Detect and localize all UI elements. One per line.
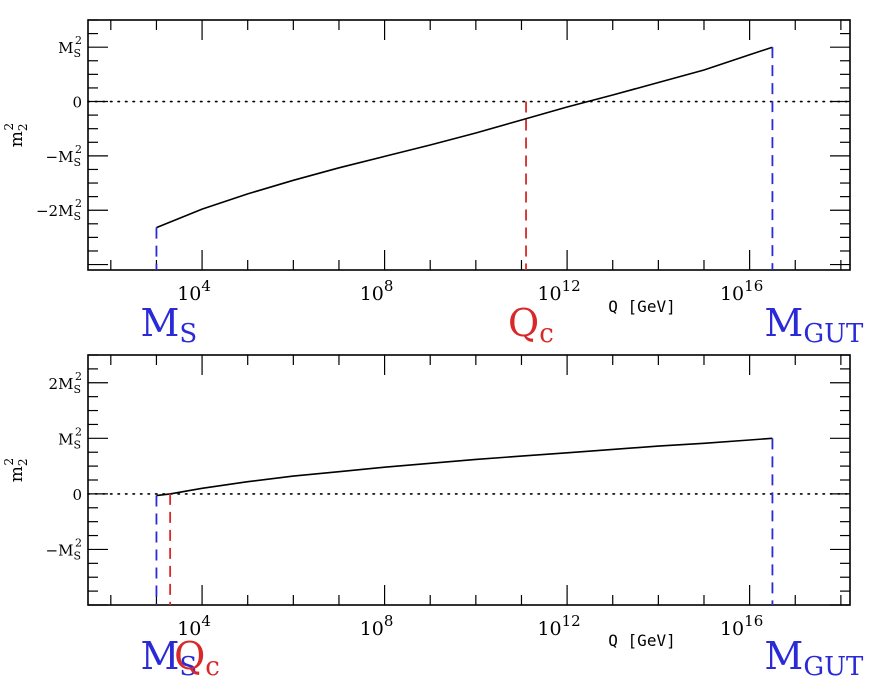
x-tick-label: 1012: [537, 277, 580, 305]
marker-label-m-gut: MGUT: [764, 301, 864, 349]
series-line: [156, 437, 773, 497]
y-tick-label: 0: [72, 94, 82, 112]
y-tick-label: MS2: [58, 34, 82, 60]
x-axis-label: Q [GeV]: [608, 631, 675, 650]
marker-label-m-s: MS: [140, 301, 197, 349]
series-line: [156, 46, 773, 229]
marker-label-m-s: MS: [140, 634, 197, 682]
y-tick-label: 2MS2: [49, 370, 82, 396]
x-tick-label: 104: [177, 277, 211, 305]
x-axis-label: Q [GeV]: [608, 297, 675, 316]
x-tick-label: 108: [360, 277, 394, 305]
y-tick-label: −2MS2: [36, 197, 82, 223]
y-axis-label: m22: [2, 123, 30, 147]
x-tick-label: 1012: [537, 612, 580, 640]
y-axis-label: m22: [2, 458, 30, 482]
marker-label-q-c: Qc: [508, 301, 554, 349]
y-tick-label: −MS2: [46, 143, 82, 169]
x-tick-label: 108: [360, 612, 394, 640]
y-tick-label: −MS2: [46, 536, 82, 562]
plot-frame: [87, 354, 851, 606]
x-tick-label: 1016: [720, 612, 763, 640]
marker-label-q-c: Qc: [174, 634, 220, 682]
x-tick-label: 104: [177, 612, 211, 640]
bottom-panel: 104 108 1012 1016 Q [GeV] 2MS2 MS2 0 −MS2 m22 MSQc…: [2, 354, 864, 682]
y-tick-label: 0: [72, 486, 82, 504]
plot-frame: [87, 19, 851, 271]
top-panel: 104 108 1012 1016 Q [GeV] MS2 0 −MS2 −2MS2 m22 MS Q…: [2, 19, 864, 349]
y-tick-label: MS2: [58, 425, 82, 451]
marker-label-m-gut: MGUT: [764, 634, 864, 682]
x-tick-label: 1016: [720, 277, 763, 305]
